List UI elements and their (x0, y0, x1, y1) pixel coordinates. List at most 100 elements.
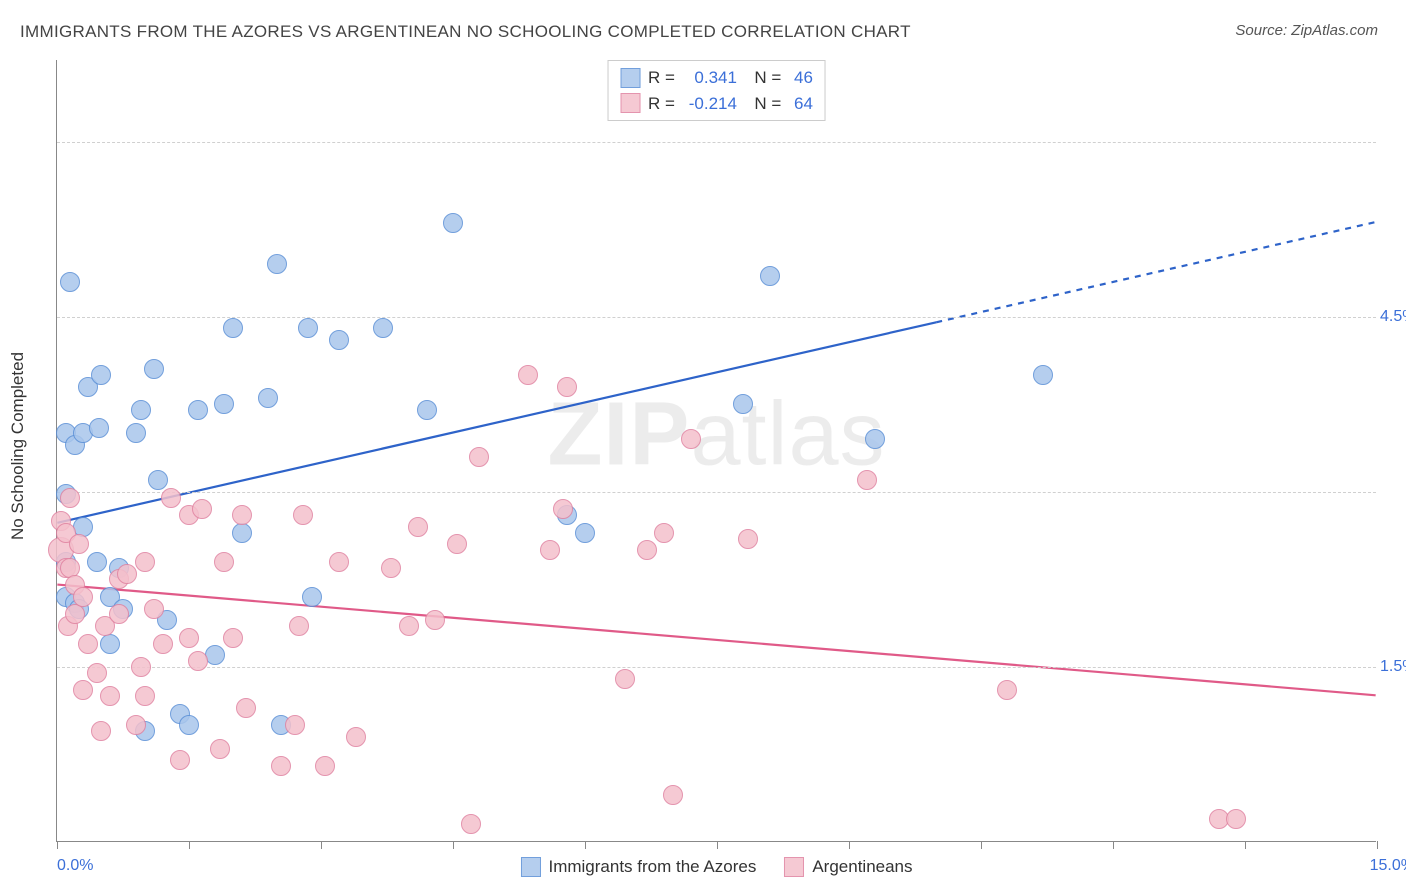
gridline (57, 492, 1376, 493)
legend-swatch (520, 857, 540, 877)
trend-lines (57, 60, 1376, 841)
scatter-point (223, 628, 243, 648)
x-tick (321, 841, 322, 849)
series-label: Argentineans (812, 857, 912, 877)
scatter-point (302, 587, 322, 607)
x-tick (849, 841, 850, 849)
x-tick (189, 841, 190, 849)
scatter-point (87, 663, 107, 683)
gridline (57, 142, 1376, 143)
scatter-point (188, 651, 208, 671)
n-value: 46 (789, 65, 813, 91)
scatter-point (60, 272, 80, 292)
n-label: N = (745, 91, 781, 117)
trend-line-dashed (936, 222, 1375, 322)
scatter-point (210, 739, 230, 759)
scatter-point (298, 318, 318, 338)
scatter-point (461, 814, 481, 834)
scatter-point (289, 616, 309, 636)
scatter-point (69, 534, 89, 554)
scatter-point (271, 756, 291, 776)
scatter-point (214, 552, 234, 572)
legend-swatch (620, 68, 640, 88)
scatter-point (214, 394, 234, 414)
scatter-point (738, 529, 758, 549)
r-value: 0.341 (683, 65, 737, 91)
r-value: -0.214 (683, 91, 737, 117)
scatter-point (131, 400, 151, 420)
x-tick-label: 15.0% (1370, 857, 1406, 875)
x-tick (981, 841, 982, 849)
scatter-point (192, 499, 212, 519)
scatter-point (399, 616, 419, 636)
watermark-bold: ZIP (547, 384, 690, 484)
scatter-point (1033, 365, 1053, 385)
scatter-point (267, 254, 287, 274)
scatter-point (469, 447, 489, 467)
scatter-point (865, 429, 885, 449)
scatter-point (997, 680, 1017, 700)
scatter-point (637, 540, 657, 560)
scatter-point (91, 721, 111, 741)
scatter-point (408, 517, 428, 537)
x-tick-label: 0.0% (57, 857, 93, 875)
scatter-point (1226, 809, 1246, 829)
scatter-point (109, 604, 129, 624)
scatter-point (615, 669, 635, 689)
r-label: R = (648, 65, 675, 91)
scatter-point (760, 266, 780, 286)
scatter-point (540, 540, 560, 560)
scatter-point (681, 429, 701, 449)
scatter-point (65, 604, 85, 624)
scatter-point (285, 715, 305, 735)
scatter-point (126, 423, 146, 443)
x-tick (1113, 841, 1114, 849)
stats-legend: R =0.341 N = 46R =-0.214 N = 64 (607, 60, 826, 121)
scatter-point (73, 680, 93, 700)
scatter-point (557, 377, 577, 397)
scatter-point (447, 534, 467, 554)
scatter-point (315, 756, 335, 776)
plot-area: ZIPatlas R =0.341 N = 46R =-0.214 N = 64… (56, 60, 1376, 842)
scatter-point (179, 715, 199, 735)
watermark-rest: atlas (690, 384, 885, 484)
legend-swatch (620, 93, 640, 113)
legend-swatch (784, 857, 804, 877)
scatter-point (258, 388, 278, 408)
scatter-point (425, 610, 445, 630)
series-legend: Immigrants from the Azores Argentineans (520, 857, 912, 877)
y-axis-label: No Schooling Completed (8, 352, 28, 540)
scatter-point (170, 750, 190, 770)
scatter-point (575, 523, 595, 543)
scatter-point (161, 488, 181, 508)
scatter-point (78, 634, 98, 654)
scatter-point (663, 785, 683, 805)
scatter-point (135, 552, 155, 572)
scatter-point (346, 727, 366, 747)
scatter-point (100, 686, 120, 706)
scatter-point (135, 686, 155, 706)
scatter-point (417, 400, 437, 420)
stats-legend-row: R =0.341 N = 46 (620, 65, 813, 91)
scatter-point (179, 628, 199, 648)
scatter-point (153, 634, 173, 654)
series-legend-item: Argentineans (784, 857, 912, 877)
chart-title: IMMIGRANTS FROM THE AZORES VS ARGENTINEA… (20, 22, 911, 42)
scatter-point (117, 564, 137, 584)
scatter-point (100, 634, 120, 654)
r-label: R = (648, 91, 675, 117)
scatter-point (236, 698, 256, 718)
scatter-point (373, 318, 393, 338)
scatter-point (73, 587, 93, 607)
series-label: Immigrants from the Azores (548, 857, 756, 877)
x-tick (1245, 841, 1246, 849)
x-tick (1377, 841, 1378, 849)
scatter-point (205, 645, 225, 665)
trend-line (57, 585, 1375, 696)
scatter-point (89, 418, 109, 438)
scatter-point (733, 394, 753, 414)
scatter-point (87, 552, 107, 572)
n-value: 64 (789, 91, 813, 117)
y-tick-label: 4.5% (1380, 308, 1406, 326)
scatter-point (188, 400, 208, 420)
